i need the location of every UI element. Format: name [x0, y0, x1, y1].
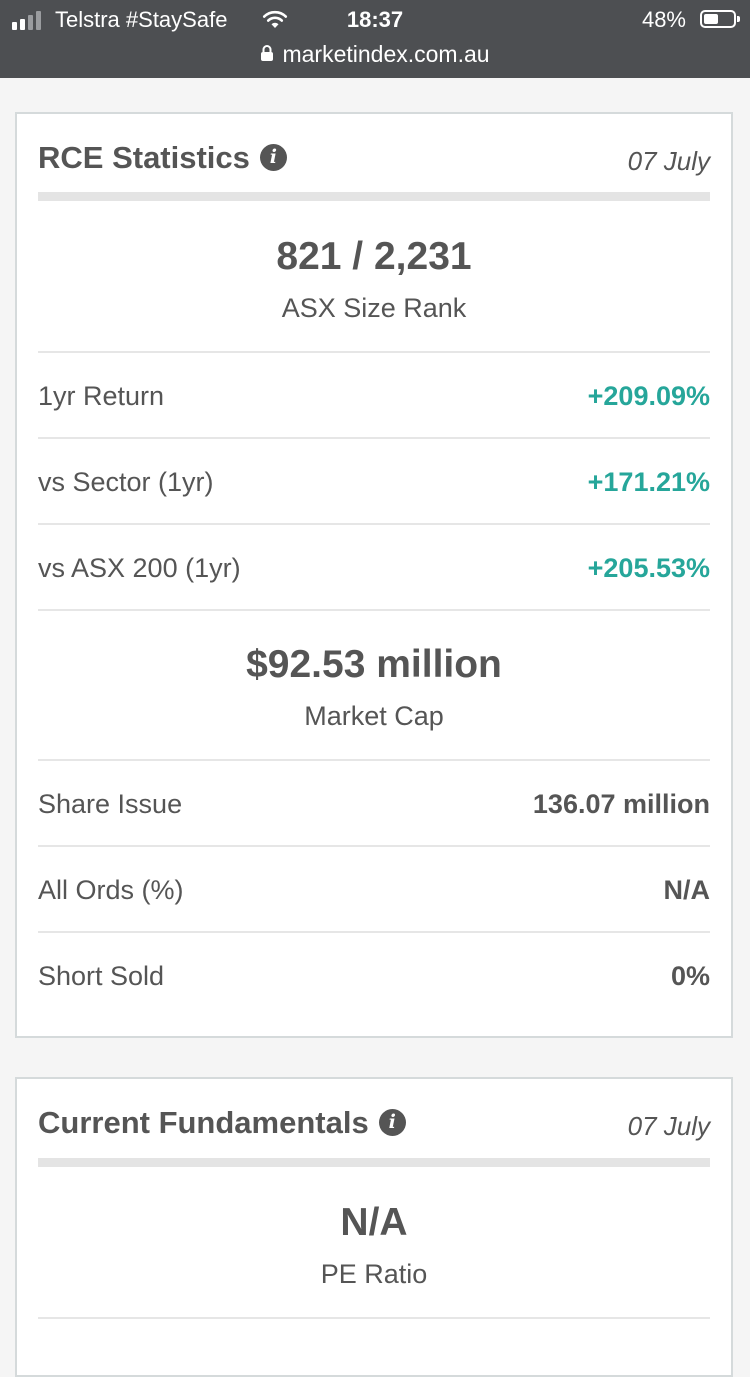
- divider: [38, 437, 710, 439]
- divider: [38, 759, 710, 761]
- header-bar: [38, 192, 710, 201]
- card-title: RCE Statistics: [38, 140, 250, 175]
- address-bar[interactable]: marketindex.com.au: [0, 40, 750, 68]
- card-date: 07 July: [627, 146, 710, 176]
- stat-label: Share Issue: [38, 789, 183, 819]
- stat-row-short-sold: Short Sold 0%: [38, 933, 710, 1019]
- stat-value: N/A: [663, 875, 711, 905]
- market-cap-value: $92.53 million: [246, 643, 502, 686]
- lock-icon: [260, 40, 274, 68]
- card-header: RCE Statistics i 07 July: [38, 140, 710, 180]
- stat-value: 0%: [670, 961, 710, 991]
- divider: [38, 931, 710, 933]
- clock: 18:37: [346, 7, 404, 32]
- divider: [38, 845, 710, 847]
- stat-value: +209.09%: [587, 381, 710, 411]
- pe-ratio-label: PE Ratio: [320, 1259, 428, 1289]
- rce-statistics-card: RCE Statistics i 07 July 821 / 2,231 ASX …: [15, 112, 733, 1038]
- stat-label: Short Sold: [38, 961, 165, 991]
- size-rank-value: 821 / 2,231: [276, 235, 472, 278]
- pe-ratio-value: N/A: [340, 1201, 408, 1244]
- divider: [38, 609, 710, 611]
- stat-row-vs-asx200: vs ASX 200 (1yr) +205.53%: [38, 525, 710, 611]
- current-fundamentals-card: Current Fundamentals i 07 July N/A PE Rat…: [15, 1077, 733, 1377]
- stat-row-all-ords: All Ords (%) N/A: [38, 847, 710, 933]
- battery-percent: 48%: [641, 7, 686, 32]
- info-icon[interactable]: i: [259, 144, 287, 172]
- divider: [38, 351, 710, 353]
- header-bar: [38, 1158, 710, 1167]
- card-date: 07 July: [627, 1111, 710, 1141]
- card-header: Current Fundamentals i 07 July: [38, 1105, 710, 1145]
- stat-value: 136.07 million: [532, 789, 710, 819]
- stat-label: All Ords (%): [38, 875, 184, 905]
- stat-value: +171.21%: [587, 467, 710, 497]
- stat-row-share-issue: Share Issue 136.07 million: [38, 761, 710, 847]
- divider: [38, 523, 710, 525]
- divider: [38, 1317, 710, 1319]
- size-rank-stat: 821 / 2,231 ASX Size Rank: [38, 234, 710, 324]
- stat-value: +205.53%: [587, 553, 710, 583]
- stat-row-1yr-return: 1yr Return +209.09%: [38, 353, 710, 439]
- carrier-name: Telstra #StaySafe: [55, 7, 228, 32]
- card-title: Current Fundamentals: [38, 1105, 369, 1140]
- size-rank-label: ASX Size Rank: [281, 293, 467, 323]
- battery-icon: [700, 10, 740, 28]
- market-cap-label: Market Cap: [304, 701, 444, 731]
- stat-row-vs-sector: vs Sector (1yr) +171.21%: [38, 439, 710, 525]
- wifi-icon: [262, 10, 288, 35]
- signal-strength-icon: [12, 10, 41, 30]
- pe-ratio-stat: N/A PE Ratio: [38, 1200, 710, 1290]
- stat-label: vs Sector (1yr): [38, 467, 214, 497]
- market-cap-stat: $92.53 million Market Cap: [38, 642, 710, 732]
- status-bar: Telstra #StaySafe 18:37 48% marketindex.…: [0, 0, 750, 78]
- stat-label: 1yr Return: [38, 381, 165, 411]
- stat-label: vs ASX 200 (1yr): [38, 553, 241, 583]
- info-icon[interactable]: i: [378, 1109, 406, 1137]
- url-text: marketindex.com.au: [282, 41, 490, 67]
